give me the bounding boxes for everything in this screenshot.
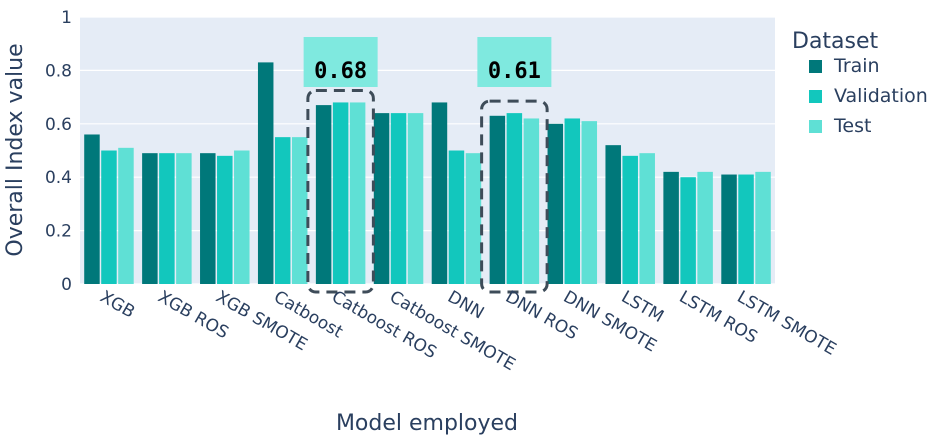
y-tick-label: 0.8 [45, 61, 72, 81]
legend-swatch-validation [809, 90, 822, 103]
bar-validation-2 [217, 155, 233, 284]
bar-test-1 [176, 153, 192, 284]
bar-train-10 [663, 171, 679, 284]
legend-label-train: Train [833, 55, 880, 77]
legend-swatch-test [809, 120, 822, 133]
plot-background [80, 17, 775, 284]
y-tick-label: 0.2 [45, 222, 72, 242]
bar-train-11 [721, 174, 737, 284]
bar-validation-9 [622, 155, 638, 284]
y-tick-label: 0 [61, 275, 72, 295]
annotation-label: 0.61 [488, 59, 541, 84]
x-tick-label: XGB [96, 287, 138, 323]
bar-validation-7 [506, 113, 523, 285]
bar-train-6 [431, 102, 448, 284]
bar-train-5 [373, 113, 390, 285]
annotation-label: 0.68 [314, 59, 367, 84]
bar-test-6 [465, 153, 482, 284]
bar-validation-6 [448, 150, 465, 284]
bar-train-8 [547, 123, 564, 284]
bar-test-7 [523, 118, 540, 285]
bar-test-5 [407, 113, 424, 285]
bar-test-2 [234, 150, 250, 284]
highlight-box [306, 88, 375, 294]
highlight-box [480, 99, 549, 294]
bar-validation-0 [101, 150, 117, 284]
bar-test-3 [291, 137, 308, 284]
bar-validation-4 [332, 102, 349, 284]
y-tick-label: 0.6 [45, 115, 72, 135]
y-axis-title: Overall Index value [3, 43, 28, 256]
bar-test-0 [118, 147, 134, 284]
bar-train-9 [605, 145, 621, 284]
annotation-badge [303, 37, 378, 87]
bar-train-3 [257, 62, 274, 284]
bar-train-2 [200, 153, 216, 284]
bar-test-9 [639, 153, 655, 284]
y-tick-label: 1 [61, 8, 72, 28]
bar-train-1 [142, 153, 158, 284]
bar-train-7 [489, 115, 506, 284]
bar-validation-1 [159, 153, 175, 284]
legend-title: Dataset [792, 29, 879, 54]
bar-validation-10 [680, 177, 696, 284]
bar-validation-11 [738, 174, 754, 284]
bar-test-8 [581, 121, 598, 284]
bar-train-4 [315, 105, 332, 284]
bar-validation-8 [564, 118, 581, 285]
y-tick-label: 0.4 [45, 168, 72, 188]
bar-validation-3 [274, 137, 291, 284]
bar-test-10 [697, 171, 713, 284]
x-axis-title: Model employed [336, 411, 518, 436]
bar-train-0 [84, 134, 100, 284]
legend-label-validation: Validation [834, 85, 928, 107]
bar-test-11 [755, 171, 771, 284]
legend-swatch-train [809, 60, 822, 73]
annotation-badge [477, 37, 552, 87]
bar-test-4 [349, 102, 366, 284]
bar-validation-5 [390, 113, 407, 285]
legend-label-test: Test [833, 115, 871, 137]
legend: Dataset Train Validation Test [792, 29, 928, 137]
